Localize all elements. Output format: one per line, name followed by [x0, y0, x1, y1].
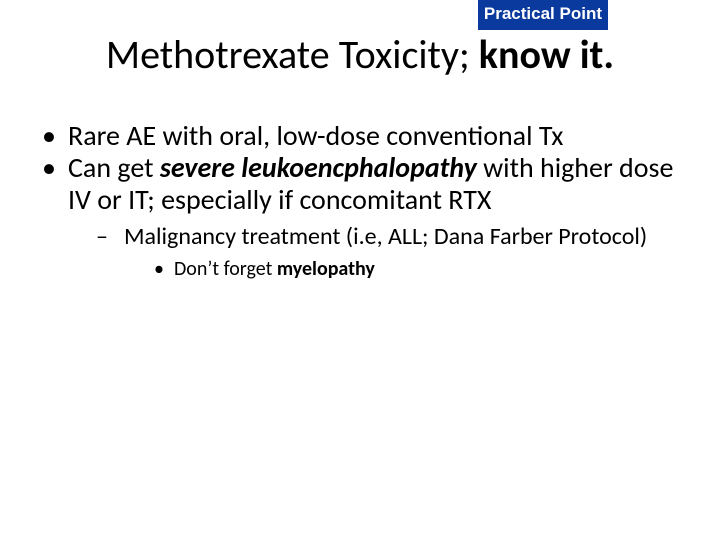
list-item: Rare AE with oral, low-dose conventional…: [38, 120, 682, 152]
bullet-list-level1: Rare AE with oral, low-dose conventional…: [38, 120, 682, 281]
bullet-list-level3: Don’t forget myelopathy: [124, 258, 682, 281]
bullet-text-em: myelopathy: [277, 257, 375, 281]
bullet-text-pre: Can get: [68, 150, 160, 185]
bullet-text: Rare AE with oral, low-dose conventional…: [68, 118, 563, 153]
slide: { "badge": { "text": "Practical Point", …: [0, 0, 720, 540]
list-item: Can get severe leukoencphalopathy with h…: [38, 152, 682, 281]
bullet-text: Malignancy treatment (i.e, ALL; Dana Far…: [124, 222, 647, 251]
slide-body: Rare AE with oral, low-dose conventional…: [38, 120, 682, 283]
practical-point-badge: Practical Point: [478, 0, 608, 30]
list-item: Don’t forget myelopathy: [154, 258, 682, 281]
badge-text: Practical Point: [484, 4, 602, 23]
slide-title: Methotrexate Toxicity; know it.: [0, 30, 720, 79]
title-prefix: Methotrexate Toxicity;: [106, 30, 479, 79]
title-emphasis: know it.: [479, 30, 614, 79]
list-item: Malignancy treatment (i.e, ALL; Dana Far…: [96, 223, 682, 282]
bullet-text-em: severe leukoencphalopathy: [160, 150, 477, 185]
bullet-list-level2: Malignancy treatment (i.e, ALL; Dana Far…: [68, 223, 682, 282]
bullet-text-pre: Don’t forget: [174, 257, 277, 281]
